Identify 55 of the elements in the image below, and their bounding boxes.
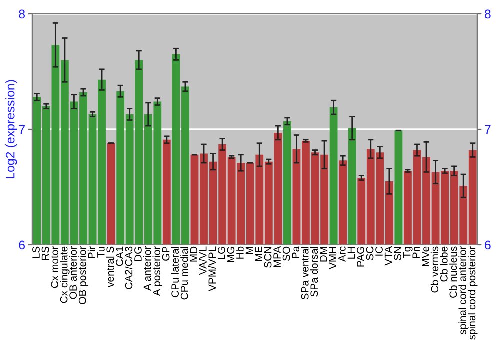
x-tick-label: ventral S bbox=[106, 246, 114, 288]
x-tick-label: Cx motor bbox=[51, 246, 58, 288]
y-tick-label: 8 bbox=[19, 10, 26, 19]
x-tick-label: MG bbox=[227, 247, 235, 262]
x-tick-label: SO bbox=[282, 246, 290, 261]
x-tick-label: VTA bbox=[384, 246, 392, 266]
x-tick-label: DG bbox=[134, 247, 142, 262]
x-tick-label: M bbox=[246, 247, 254, 254]
x-tick-label: MD bbox=[190, 246, 198, 262]
x-tick-label: Cx cingulate bbox=[60, 246, 70, 304]
x-tick-label: MPA bbox=[274, 246, 281, 268]
x-tick-label: spinal cord anterior bbox=[458, 246, 468, 335]
x-tick-label: VPM/VPL bbox=[208, 246, 216, 292]
x-tick-label: OB anterior bbox=[69, 246, 78, 300]
x-tick-label: SCN bbox=[264, 247, 272, 268]
y2-tick-label: 7 bbox=[485, 125, 491, 134]
x-tick-label: LH bbox=[348, 247, 356, 259]
y2-tick-label: 6 bbox=[485, 240, 491, 250]
x-tick-label: Hb bbox=[236, 246, 244, 259]
x-tick-label: Arc bbox=[338, 246, 346, 262]
x-tick-label: SC bbox=[366, 246, 374, 260]
x-tick-label: CPu medial bbox=[180, 247, 188, 300]
x-tick-label: LS bbox=[32, 246, 40, 258]
x-tick-label: CPu lateral bbox=[171, 247, 179, 298]
x-tick-label: Cb nucleus bbox=[449, 246, 458, 298]
x-tick-label: Pir bbox=[88, 246, 96, 258]
x-tick-label: SPa ventral bbox=[301, 247, 309, 300]
x-tick-label: Cb lobe bbox=[440, 246, 448, 282]
y-axis-title: Log2 (expression) bbox=[6, 80, 18, 178]
x-tick-label: Tu bbox=[98, 247, 105, 258]
y-tick-label: 6 bbox=[19, 240, 26, 250]
y-tick-label: 7 bbox=[19, 125, 25, 134]
x-tick-label: DM bbox=[320, 247, 328, 262]
x-tick-label: MVe bbox=[422, 246, 430, 266]
x-tick-label: A posterior bbox=[152, 246, 163, 296]
x-tick-label: CA2/CA3 bbox=[124, 246, 133, 290]
x-tick-label: SN bbox=[394, 247, 402, 260]
x-tick-label: Tg bbox=[403, 247, 413, 258]
x-tick-label: Pa bbox=[292, 246, 300, 258]
x-tick-label: spinal cord posterior bbox=[468, 246, 478, 340]
x-tick-label: CA1 bbox=[116, 246, 124, 266]
x-tick-label: ME bbox=[255, 246, 262, 262]
x-tick-label: LG bbox=[218, 247, 226, 260]
x-tick-label: OB posterior bbox=[78, 246, 88, 304]
x-tick-label: VMH bbox=[329, 247, 336, 270]
x-tick-label: IC bbox=[376, 246, 383, 256]
x-tick-label: GP bbox=[162, 246, 170, 261]
y2-tick-label: 8 bbox=[484, 10, 491, 19]
x-tick-label: RS bbox=[42, 246, 50, 260]
x-tick-label: VA/VL bbox=[199, 246, 207, 276]
x-tick-label: Cb vermis bbox=[430, 246, 439, 293]
x-tick-label: A anterior bbox=[144, 246, 152, 291]
x-tick-label: SPa dorsal bbox=[310, 247, 318, 297]
x-tick-label: Pn bbox=[412, 247, 420, 258]
x-tick-label: PAG bbox=[357, 247, 364, 267]
